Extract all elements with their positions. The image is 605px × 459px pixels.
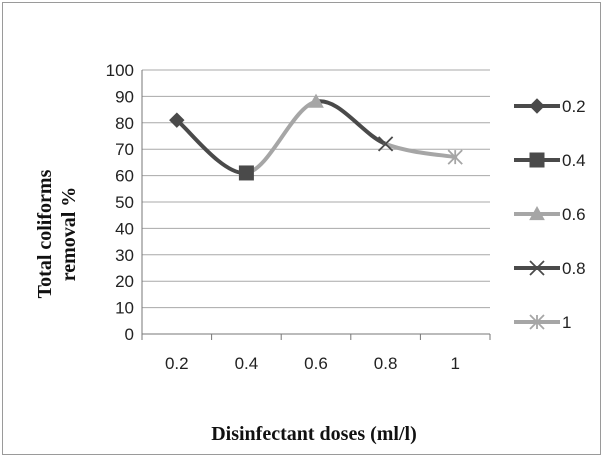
y-axis-title-line: Total coliforms	[34, 169, 56, 298]
legend: 0.2 0.4 0.6 0.8 1	[514, 97, 586, 332]
x-axis-title: Disinfectant doses (ml/l)	[211, 423, 417, 445]
legend-label: 0.8	[562, 259, 586, 278]
x-tick-label: 1	[450, 354, 459, 373]
y-tick-label: 0	[125, 325, 134, 344]
data-point	[377, 136, 394, 152]
legend-item: 0.8	[514, 259, 586, 278]
y-tick-label: 70	[115, 140, 134, 159]
y-tick-label: 60	[115, 167, 134, 186]
legend-marker	[529, 314, 545, 330]
y-tick-label: 40	[115, 219, 134, 238]
y-tick-label: 90	[115, 87, 134, 106]
legend-label: 0.6	[562, 205, 586, 224]
series-line	[174, 99, 458, 175]
data-point	[169, 112, 185, 128]
line-segment	[383, 141, 458, 160]
legend-label: 0.4	[562, 151, 586, 170]
marker-stroke	[529, 260, 545, 276]
legend-marker	[529, 152, 545, 168]
y-tick-label: 10	[115, 299, 134, 318]
legend-item: 0.2	[514, 97, 586, 116]
legend-marker	[529, 205, 545, 221]
y-tick-label: 80	[115, 114, 134, 133]
x-tick-label: 0.4	[235, 354, 259, 373]
data-point	[308, 93, 324, 108]
chart-frame: 0 10 20 30 40 50 60 70 80 90 100 0.2 0.4 0.6 0.8 1 0.2…	[2, 2, 601, 455]
legend-item: 1	[514, 313, 571, 332]
legend-item: 0.4	[514, 151, 586, 170]
legend-item: 0.6	[514, 205, 586, 224]
legend-marker	[529, 98, 545, 114]
y-tick-label: 30	[115, 246, 134, 265]
line-segment	[244, 99, 318, 175]
marker-stroke	[377, 136, 394, 152]
data-markers	[169, 93, 463, 181]
data-point	[238, 165, 254, 181]
x-axis-ticks: 0.2 0.4 0.6 0.8 1	[165, 354, 460, 373]
y-axis-ticks: 0 10 20 30 40 50 60 70 80 90 100	[106, 61, 134, 344]
line-segment	[174, 118, 249, 175]
y-tick-label: 20	[115, 272, 134, 291]
data-point	[447, 149, 463, 165]
y-axis-title-line: removal %	[58, 187, 80, 282]
x-tick-label: 0.2	[165, 354, 189, 373]
y-tick-label: 100	[106, 61, 134, 80]
line-segment	[314, 99, 388, 146]
gridlines	[141, 69, 491, 340]
x-tick-label: 0.6	[304, 354, 328, 373]
line-chart: 0 10 20 30 40 50 60 70 80 90 100 0.2 0.4 0.6 0.8 1 0.2…	[34, 61, 586, 445]
legend-label: 1	[562, 313, 571, 332]
y-tick-label: 50	[115, 193, 134, 212]
legend-label: 0.2	[562, 97, 586, 116]
x-tick-label: 0.8	[374, 354, 398, 373]
y-axis-title: Total coliforms removal %	[34, 169, 80, 298]
legend-marker	[529, 260, 545, 276]
